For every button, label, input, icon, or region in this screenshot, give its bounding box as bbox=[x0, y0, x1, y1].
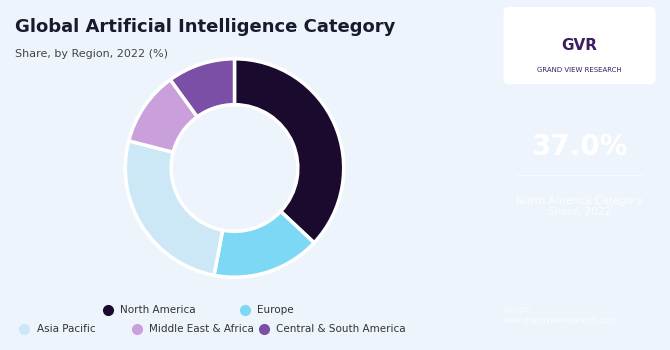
Wedge shape bbox=[125, 141, 222, 275]
Wedge shape bbox=[129, 80, 197, 152]
Text: Global Artificial Intelligence Category: Global Artificial Intelligence Category bbox=[15, 18, 395, 35]
Wedge shape bbox=[170, 59, 234, 117]
Text: GRAND VIEW RESEARCH: GRAND VIEW RESEARCH bbox=[537, 67, 622, 73]
Text: Central & South America: Central & South America bbox=[276, 324, 406, 334]
Text: Source:
www.grandviewresearch.com: Source: www.grandviewresearch.com bbox=[504, 305, 616, 325]
Text: GVR: GVR bbox=[561, 38, 598, 53]
Wedge shape bbox=[214, 211, 314, 277]
FancyBboxPatch shape bbox=[504, 7, 655, 84]
Text: Share, by Region, 2022 (%): Share, by Region, 2022 (%) bbox=[15, 49, 168, 59]
Text: North America Category
Share, 2022: North America Category Share, 2022 bbox=[517, 196, 643, 217]
Text: North America: North America bbox=[120, 305, 196, 315]
Text: 37.0%: 37.0% bbox=[531, 133, 628, 161]
Wedge shape bbox=[234, 59, 344, 243]
Text: Middle East & Africa: Middle East & Africa bbox=[149, 324, 254, 334]
Text: Europe: Europe bbox=[257, 305, 293, 315]
Text: Asia Pacific: Asia Pacific bbox=[37, 324, 95, 334]
